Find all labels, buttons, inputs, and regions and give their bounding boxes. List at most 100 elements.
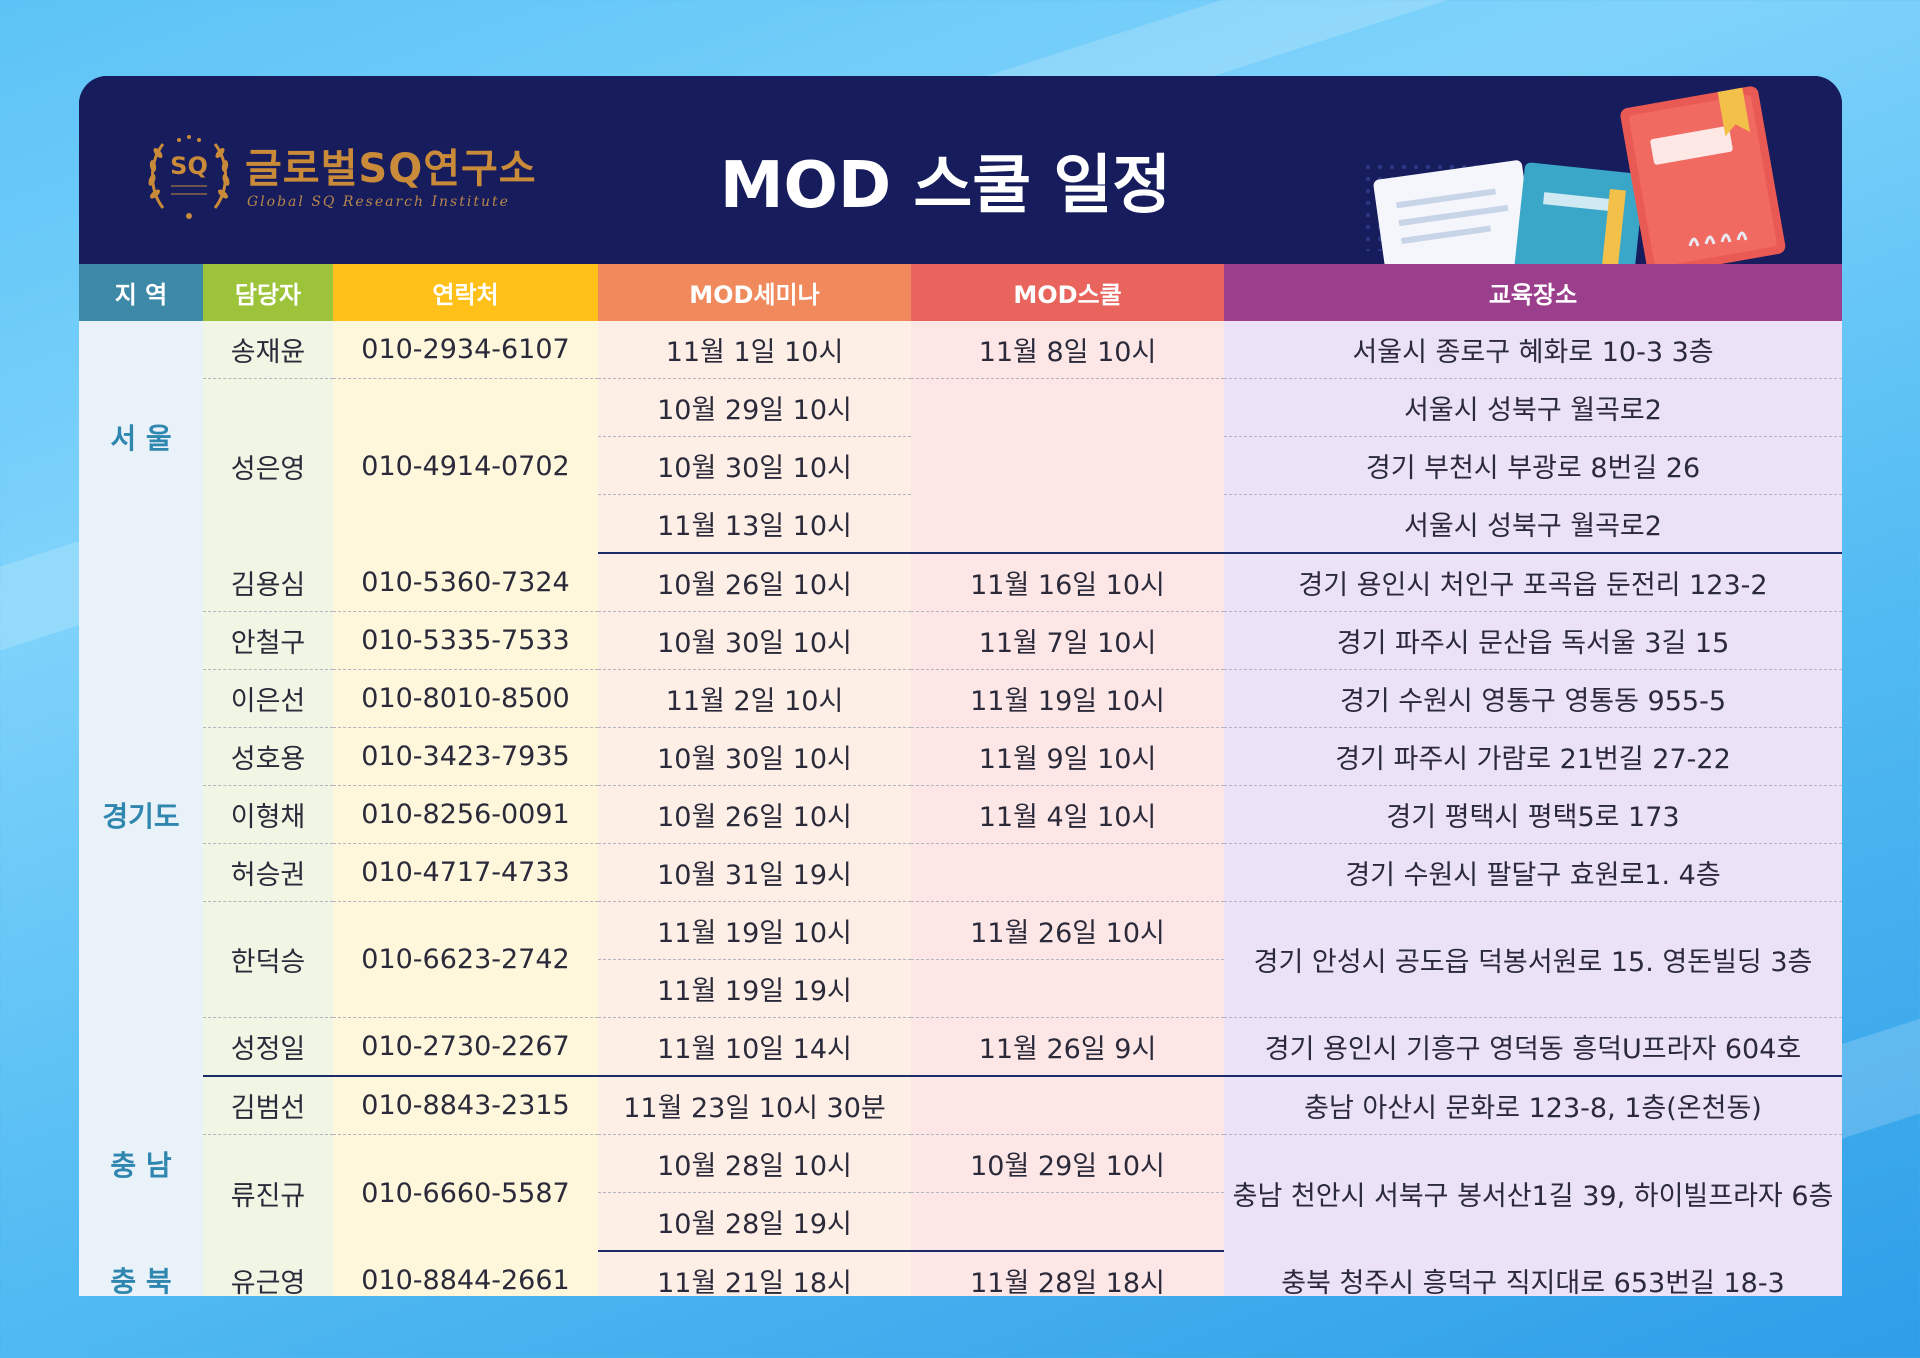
- logo-subtitle: Global SQ Research Institute: [247, 194, 510, 210]
- manager-cell: 성호용: [203, 727, 333, 786]
- logo-name: 글로벌SQ연구소: [245, 146, 537, 192]
- place-cell: 충북 청주시 흥덕구 직지대로 653번길 18-3: [1224, 1251, 1842, 1296]
- logo: SQ 글로벌SQ연구소 Global SQ Research Institute: [141, 128, 536, 228]
- col-header-region: 지 역: [79, 264, 203, 321]
- table-row: 성호용 010-3423-7935 10월 30일 10시 11월 9일 10시…: [79, 727, 1842, 786]
- school-cell: 10월 29일 10시: [911, 1134, 1224, 1193]
- school-cell: [911, 494, 1224, 554]
- seminar-cell: 11월 2일 10시: [598, 669, 911, 728]
- manager-cell: 김용심: [203, 553, 333, 612]
- phone-cell: 010-4914-0702: [333, 378, 598, 553]
- place-cell: 경기 용인시 처인구 포곡읍 둔전리 123-2: [1224, 553, 1842, 612]
- schedule-card: SQ 글로벌SQ연구소 Global SQ Research Institute…: [79, 76, 1842, 1296]
- phone-cell: 010-8844-2661: [333, 1251, 598, 1296]
- school-cell: [911, 1076, 1224, 1135]
- table-row: 안철구 010-5335-7533 10월 30일 10시 11월 7일 10시…: [79, 611, 1842, 670]
- phone-cell: 010-8843-2315: [333, 1076, 598, 1135]
- seminar-cell: 11월 23일 10시 30분: [598, 1076, 911, 1135]
- table-row: 11월 19일 19시: [79, 959, 1842, 1018]
- laurel-emblem-icon: SQ: [148, 135, 230, 219]
- place-cell: 충남 천안시 서북구 봉서산1길 39, 하이빌프라자 6층: [1224, 1134, 1842, 1251]
- region-cell: 경기도: [79, 553, 203, 1076]
- table-row: 10월 30일 10시 경기 부천시 부광로 8번길 26: [79, 436, 1842, 495]
- seminar-cell: 10월 28일 19시: [598, 1192, 911, 1252]
- manager-cell: 송재윤: [203, 321, 333, 379]
- seminar-cell: 10월 26일 10시: [598, 553, 911, 612]
- place-cell: 충남 아산시 문화로 123-8, 1층(온천동): [1224, 1076, 1842, 1135]
- svg-text:SQ: SQ: [170, 152, 208, 180]
- col-header-place: 교육장소: [1224, 264, 1842, 321]
- place-cell: 경기 용인시 기흥구 영덕동 흥덕U프라자 604호: [1224, 1017, 1842, 1077]
- place-cell: 경기 안성시 공도읍 덕봉서원로 15. 영돈빌딩 3층: [1224, 901, 1842, 1018]
- seminar-cell: 10월 30일 10시: [598, 436, 911, 495]
- region-cell: 충 북: [79, 1251, 203, 1296]
- table-row: 충 북 유근영 010-8844-2661 11월 21일 18시 11월 28…: [79, 1251, 1842, 1296]
- seminar-cell: 10월 26일 10시: [598, 785, 911, 844]
- seminar-cell: 10월 31일 19시: [598, 843, 911, 902]
- table-row: 이은선 010-8010-8500 11월 2일 10시 11월 19일 10시…: [79, 669, 1842, 728]
- manager-cell: 한덕승: [203, 901, 333, 1018]
- place-cell: 경기 수원시 팔달구 효원로1. 4층: [1224, 843, 1842, 902]
- phone-cell: 010-2934-6107: [333, 321, 598, 379]
- table-row: 성정일 010-2730-2267 11월 10일 14시 11월 26일 9시…: [79, 1017, 1842, 1077]
- col-header-school: MOD스쿨: [911, 264, 1224, 321]
- school-cell: [911, 378, 1224, 437]
- region-cell: 충 남: [79, 1076, 203, 1251]
- phone-cell: 010-4717-4733: [333, 843, 598, 902]
- table-row: 충 남 김범선 010-8843-2315 11월 23일 10시 30분 충남…: [79, 1076, 1842, 1251]
- phone-cell: 010-8010-8500: [333, 669, 598, 728]
- manager-cell: 허승권: [203, 843, 333, 902]
- books-illustration-icon: [1373, 86, 1786, 264]
- place-cell: 경기 평택시 평택5로 173: [1224, 785, 1842, 844]
- school-cell: 11월 4일 10시: [911, 785, 1224, 844]
- place-cell: 서울시 성북구 월곡로2: [1224, 378, 1842, 437]
- page-title: MOD 스쿨 일정: [719, 149, 1172, 223]
- manager-cell: 이은선: [203, 669, 333, 728]
- phone-cell: 010-6660-5587: [333, 1134, 598, 1251]
- school-cell: 11월 8일 10시: [911, 321, 1224, 379]
- school-cell: 11월 16일 10시: [911, 553, 1224, 612]
- col-header-manager: 담당자: [203, 264, 333, 321]
- manager-cell: 안철구: [203, 611, 333, 670]
- phone-cell: 010-2730-2267: [333, 1017, 598, 1077]
- seminar-cell: 10월 28일 10시: [598, 1134, 911, 1193]
- phone-cell: 010-8256-0091: [333, 785, 598, 844]
- place-cell: 경기 수원시 영통구 영통동 955-5: [1224, 669, 1842, 728]
- seminar-cell: 11월 13일 10시: [598, 494, 911, 554]
- manager-cell: 유근영: [203, 1251, 333, 1296]
- seminar-cell: 11월 19일 19시: [598, 959, 911, 1018]
- table-row: 서 울 송재윤 010-2934-6107 11월 1일 10시 11월 8일 …: [79, 321, 1842, 553]
- phone-cell: 010-5335-7533: [333, 611, 598, 670]
- schedule-table: 지 역 담당자 연락처 MOD세미나 MOD스쿨 교육장소 서 울 송재윤 01…: [79, 264, 1842, 1296]
- phone-cell: 010-6623-2742: [333, 901, 598, 1018]
- col-header-seminar: MOD세미나: [598, 264, 911, 321]
- place-cell: 경기 부천시 부광로 8번길 26: [1224, 436, 1842, 495]
- table-row: 성은영 010-4914-0702 10월 29일 10시 서울시 성북구 월곡…: [79, 378, 1842, 553]
- school-cell: 11월 26일 9시: [911, 1017, 1224, 1077]
- seminar-cell: 11월 19일 10시: [598, 901, 911, 960]
- phone-cell: 010-3423-7935: [333, 727, 598, 786]
- school-cell: 11월 28일 18시: [911, 1251, 1224, 1296]
- seminar-cell: 11월 1일 10시: [598, 321, 911, 379]
- place-cell: 서울시 종로구 혜화로 10-3 3층: [1224, 321, 1842, 379]
- manager-cell: 이형채: [203, 785, 333, 844]
- school-cell: 11월 26일 10시: [911, 901, 1224, 960]
- region-cell: 서 울: [79, 321, 203, 553]
- table-row: 허승권 010-4717-4733 10월 31일 19시 경기 수원시 팔달구…: [79, 843, 1842, 902]
- place-cell: 서울시 성북구 월곡로2: [1224, 494, 1842, 554]
- manager-cell: 김범선: [203, 1076, 333, 1135]
- table-row: 이형채 010-8256-0091 10월 26일 10시 11월 4일 10시…: [79, 785, 1842, 844]
- school-cell: [911, 1192, 1224, 1252]
- manager-cell: 성정일: [203, 1017, 333, 1077]
- school-cell: 11월 7일 10시: [911, 611, 1224, 670]
- header: SQ 글로벌SQ연구소 Global SQ Research Institute…: [79, 76, 1842, 264]
- col-header-contact: 연락처: [333, 264, 598, 321]
- manager-cell: 류진규: [203, 1134, 333, 1251]
- table-row: 한덕승 010-6623-2742 11월 19일 10시 11월 26일 10…: [79, 901, 1842, 1018]
- seminar-cell: 10월 30일 10시: [598, 727, 911, 786]
- manager-cell: 성은영: [203, 378, 333, 553]
- table-header-row: 지 역 담당자 연락처 MOD세미나 MOD스쿨 교육장소: [79, 264, 1842, 321]
- seminar-cell: 10월 30일 10시: [598, 611, 911, 670]
- table-row: 경기도 김용심 010-5360-7324 10월 26일 10시 11월 16…: [79, 553, 1842, 1076]
- table-row: 10월 28일 19시: [79, 1192, 1842, 1252]
